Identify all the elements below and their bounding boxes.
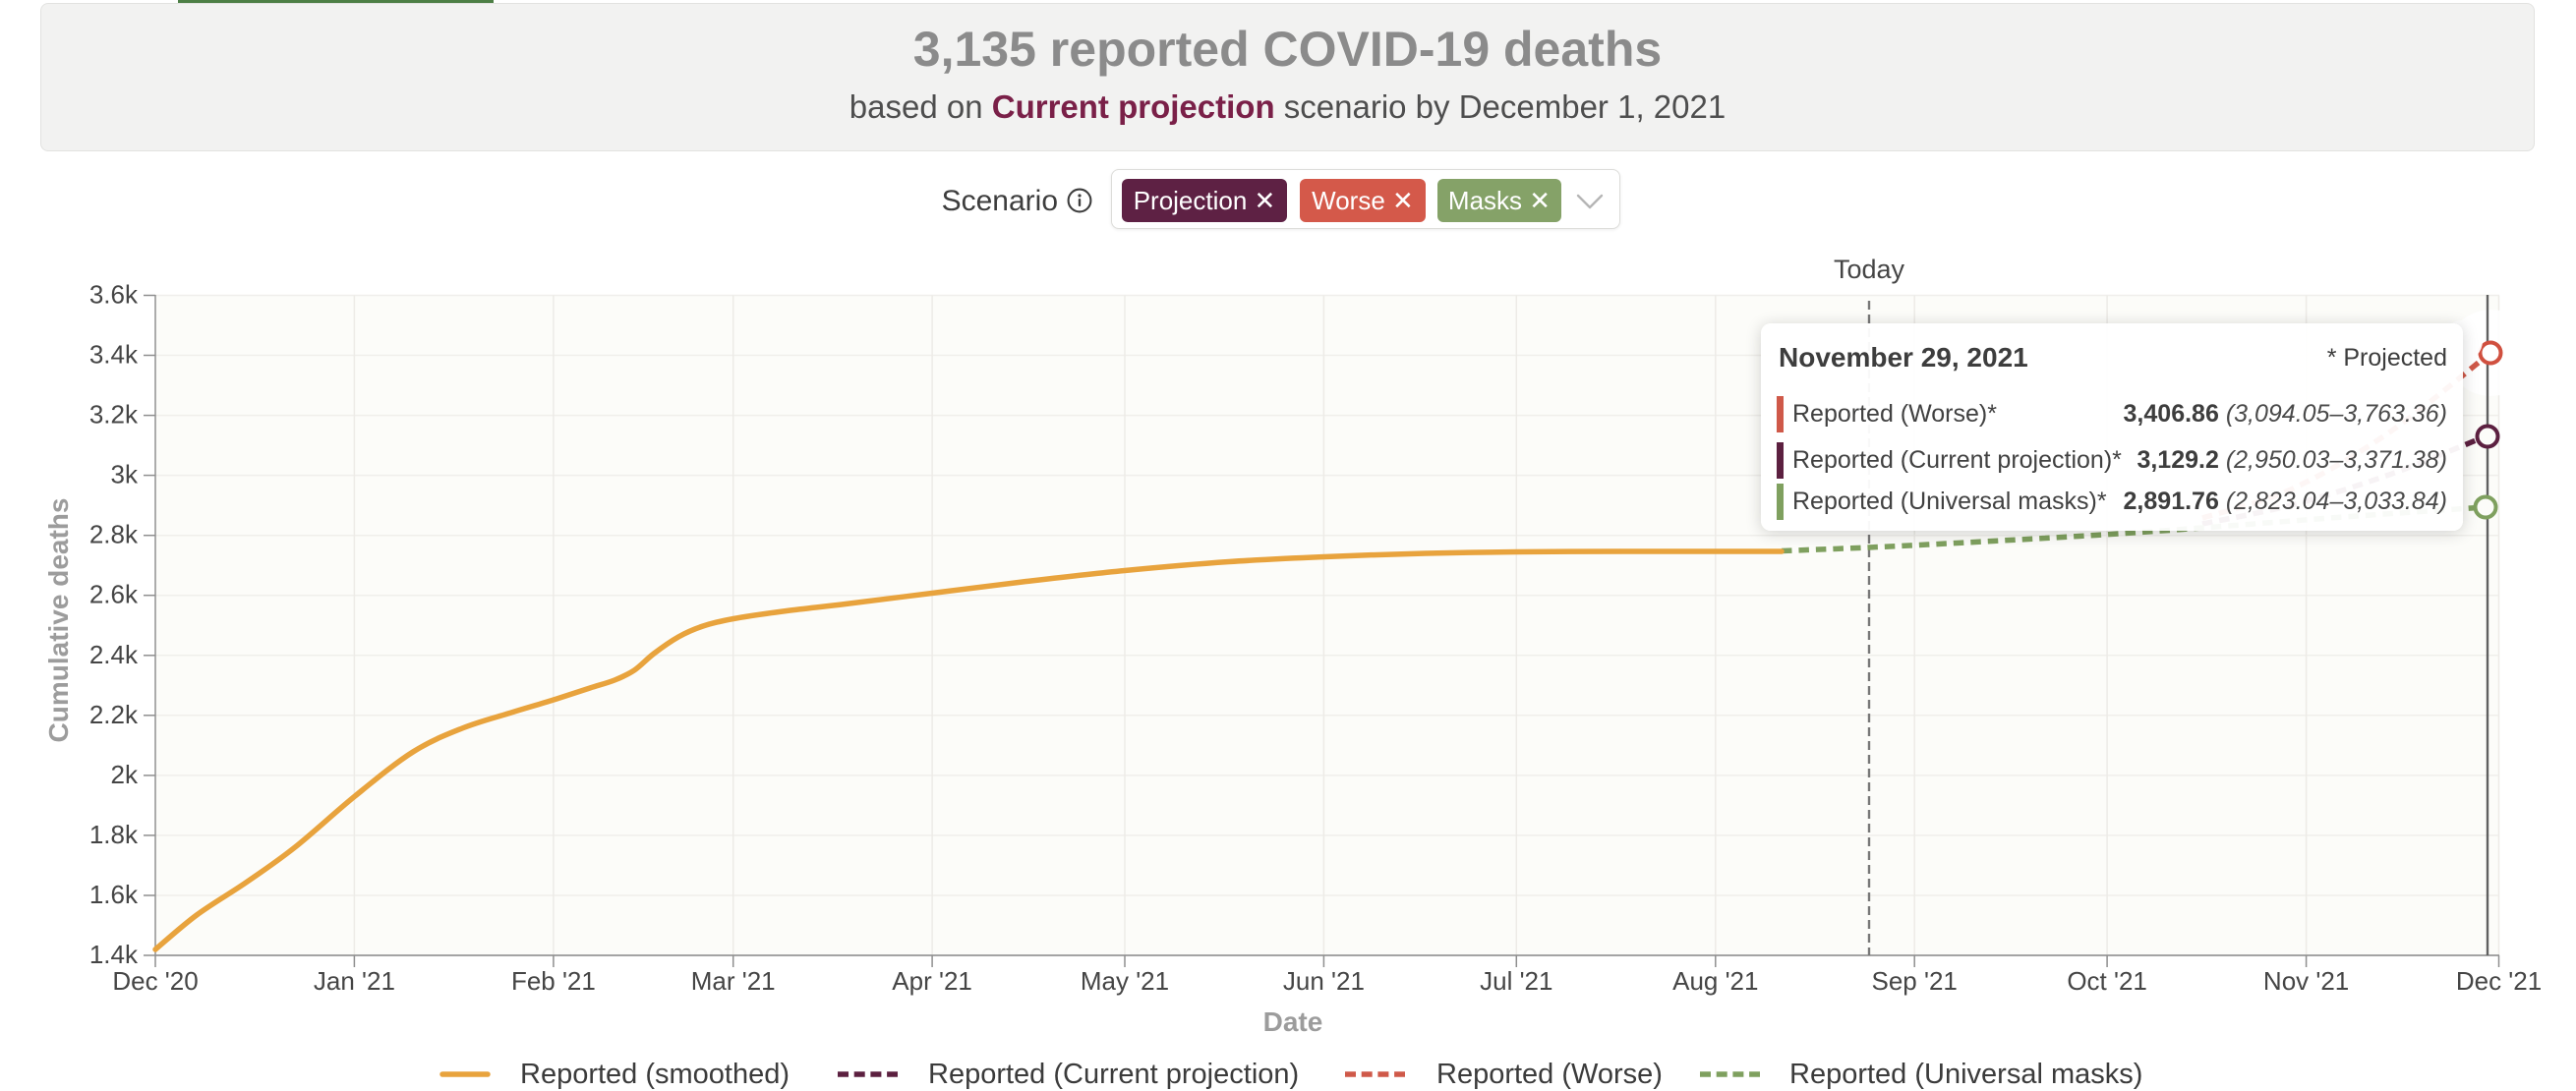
svg-text:2.2k: 2.2k <box>89 700 139 729</box>
svg-text:Oct '21: Oct '21 <box>2067 966 2147 996</box>
svg-text:Jul '21: Jul '21 <box>1480 966 1552 996</box>
svg-text:Nov '21: Nov '21 <box>2263 966 2349 996</box>
svg-text:3.4k: 3.4k <box>89 340 139 370</box>
svg-text:2.6k: 2.6k <box>89 580 139 609</box>
svg-text:2k: 2k <box>111 760 139 789</box>
svg-text:Cumulative deaths: Cumulative deaths <box>43 498 74 743</box>
svg-text:Jan '21: Jan '21 <box>314 966 395 996</box>
svg-text:May '21: May '21 <box>1081 966 1169 996</box>
svg-text:Date: Date <box>1263 1006 1323 1037</box>
svg-text:3k: 3k <box>111 460 139 489</box>
svg-text:Dec '20: Dec '20 <box>112 966 198 996</box>
svg-text:Feb '21: Feb '21 <box>511 966 596 996</box>
svg-text:1.4k: 1.4k <box>89 940 139 969</box>
svg-text:Aug '21: Aug '21 <box>1672 966 1758 996</box>
svg-text:Jun '21: Jun '21 <box>1283 966 1365 996</box>
svg-text:2.8k: 2.8k <box>89 520 139 549</box>
svg-text:2.4k: 2.4k <box>89 640 139 669</box>
svg-text:Dec '21: Dec '21 <box>2456 966 2542 996</box>
svg-text:1.8k: 1.8k <box>89 820 139 849</box>
svg-text:3.6k: 3.6k <box>89 280 139 310</box>
svg-text:3.2k: 3.2k <box>89 400 139 430</box>
svg-text:Mar '21: Mar '21 <box>691 966 776 996</box>
svg-text:Today: Today <box>1834 255 1905 284</box>
svg-text:Apr '21: Apr '21 <box>892 966 972 996</box>
svg-text:1.6k: 1.6k <box>89 880 139 909</box>
svg-text:Sep '21: Sep '21 <box>1872 966 1958 996</box>
